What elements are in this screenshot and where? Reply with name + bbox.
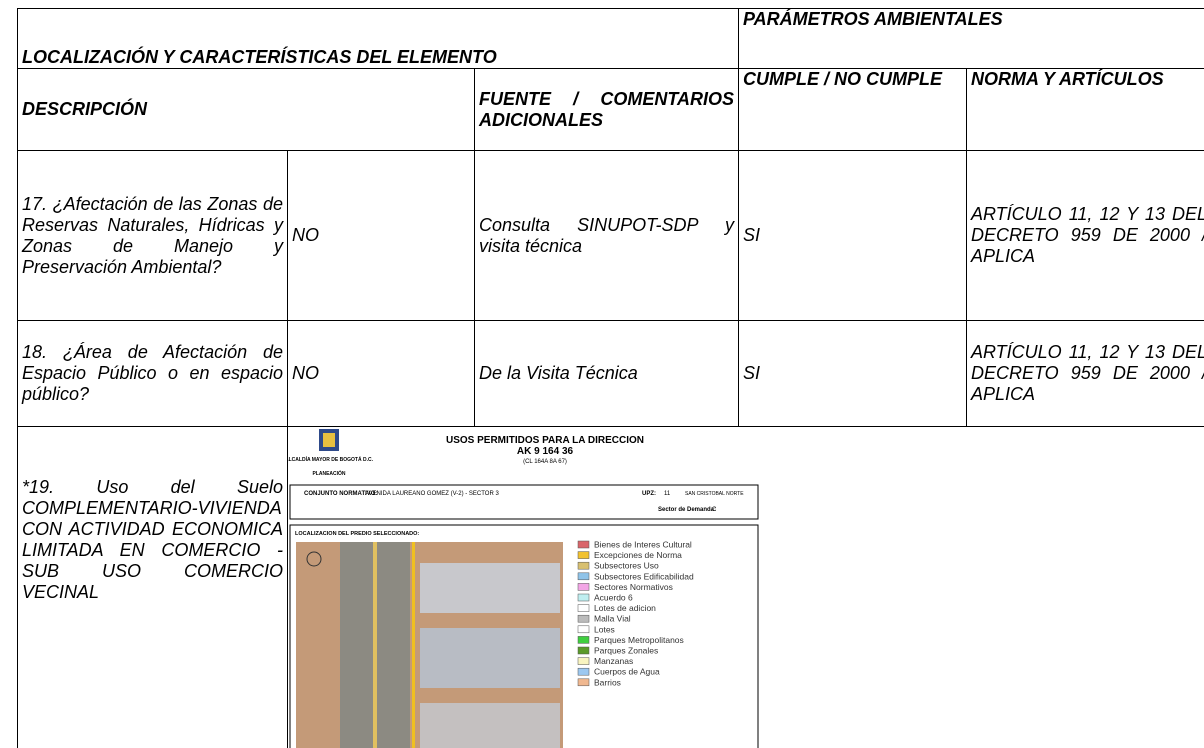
legend-label: Cuerpos de Agua <box>594 667 660 677</box>
legend-label: Subsectores Uso <box>594 561 659 571</box>
logo-text: ALCALDÍA MAYOR DE BOGOTÁ D.C. <box>288 455 374 463</box>
cell: Consulta SINUPOT-SDP y visita técnica <box>474 150 739 321</box>
legend-label: Lotes de adicion <box>594 603 656 613</box>
boundary <box>412 542 415 748</box>
cell: SI <box>738 150 967 321</box>
legend-swatch <box>577 540 590 549</box>
legend-label: Barrios <box>594 677 621 687</box>
cell: NO <box>287 320 475 427</box>
label: LOCALIZACION DEL PREDIO SELECCIONADO: <box>295 531 419 537</box>
legend-swatch <box>577 614 590 623</box>
cell: De la Visita Técnica <box>474 320 739 427</box>
legend-swatch <box>577 604 590 612</box>
legend-swatch <box>577 572 590 581</box>
block <box>420 563 560 613</box>
document-table: LOCALIZACIÓN Y CARACTERÍSTICAS DEL ELEME… <box>17 8 1204 748</box>
legend-swatch <box>577 593 590 602</box>
header-left: LOCALIZACIÓN Y CARACTERÍSTICAS DEL ELEME… <box>17 8 739 69</box>
road-line <box>373 542 377 748</box>
legend-label: Parques Zonales <box>594 646 658 656</box>
legend-swatch <box>577 551 590 559</box>
legend-label: Manzanas <box>594 656 633 666</box>
cell: SI <box>738 320 967 427</box>
map-box <box>289 524 759 748</box>
block <box>420 703 560 748</box>
legend-swatch <box>577 667 590 676</box>
value: 11 <box>664 491 671 497</box>
cell: 17. ¿Afectación de las Zonas de Reservas… <box>17 150 288 321</box>
column-header: FUENTE / COMENTARIOS ADICIONALES <box>474 68 739 151</box>
value: AVENIDA LAUREANO GOMEZ (V-2) - SECTOR 3 <box>365 491 499 497</box>
legend-label: Subsectores Edificabilidad <box>594 571 694 581</box>
legend-swatch <box>577 636 590 644</box>
compass <box>306 551 322 567</box>
legend-swatch <box>577 625 590 634</box>
cell: NO <box>287 150 475 321</box>
column-header: DESCRIPCIÓN <box>17 68 475 151</box>
legend-label: Malla Vial <box>594 614 631 624</box>
info-box <box>289 484 759 520</box>
cell: ARTÍCULO 11, 12 Y 13 DEL DECRETO 959 DE … <box>965 150 1204 321</box>
cell: *19. Uso del Suelo COMPLEMENTARIO-VIVIEN… <box>17 426 288 748</box>
legend-label: Lotes <box>594 624 615 634</box>
image-title: USOS PERMITIDOS PARA LA DIRECCION <box>446 435 644 446</box>
legend-label: Sectores Normativos <box>594 582 673 592</box>
legend-label: Parques Metropolitanos <box>594 635 684 645</box>
block <box>420 628 560 688</box>
logo <box>323 433 335 447</box>
legend-label: Bienes de Interes Cultural <box>594 540 692 550</box>
label: Sector de Demanda: <box>658 507 716 513</box>
label: CONJUNTO NORMATIVO: <box>304 491 377 497</box>
image-cell: ALCALDÍA MAYOR DE BOGOTÁ D.C. PLANEACIÓN… <box>286 426 1204 748</box>
label: UPZ: <box>642 491 656 497</box>
legend-swatch <box>577 583 590 591</box>
legend-swatch <box>577 678 590 687</box>
logo-text: PLANEACIÓN <box>312 469 345 477</box>
value: C <box>712 507 717 513</box>
legend-label: Acuerdo 6 <box>594 593 633 603</box>
image-address: AK 9 164 36 <box>517 446 574 457</box>
image-address: (CL 164A 8A 67) <box>523 459 567 465</box>
land-use-image: ALCALDÍA MAYOR DE BOGOTÁ D.C. PLANEACIÓN… <box>288 429 759 748</box>
column-header: NORMA Y ARTÍCULOS <box>965 68 1204 151</box>
legend-label: Excepciones de Norma <box>594 550 682 560</box>
cell: ARTÍCULO 11, 12 Y 13 DEL DECRETO 959 DE … <box>965 320 1204 427</box>
legend-swatch <box>577 657 590 665</box>
header-right: PARÁMETROS AMBIENTALES <box>737 8 1204 69</box>
legend-swatch <box>577 561 590 570</box>
column-header: CUMPLE / NO CUMPLE <box>738 68 967 151</box>
value: SAN CRISTOBAL NORTE <box>685 491 744 497</box>
cell: 18. ¿Área de Afectación de Espacio Públi… <box>17 320 288 427</box>
legend-swatch <box>577 646 590 655</box>
